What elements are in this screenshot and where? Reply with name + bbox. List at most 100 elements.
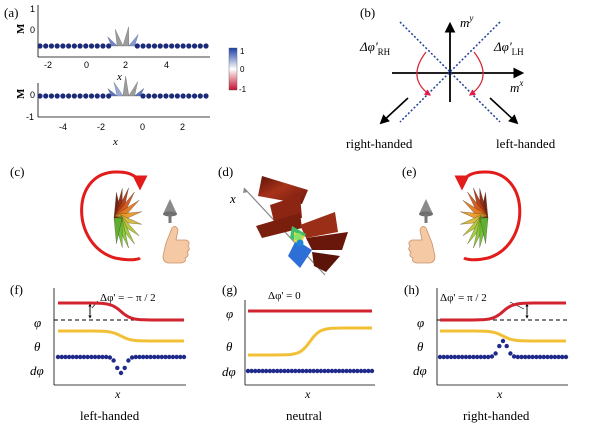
panel-e-loop <box>463 170 522 262</box>
panel-g-label: (g) <box>222 282 237 297</box>
panel-f-ylabel-theta: θ <box>34 339 41 354</box>
dphi-point <box>63 354 68 360</box>
dphi-point <box>552 354 558 360</box>
panel-e-thumbs-up-icon <box>408 226 436 264</box>
dphi-point <box>181 354 187 360</box>
spin-dot <box>151 43 158 49</box>
spin-dot <box>180 93 186 99</box>
dphi-point <box>264 368 269 374</box>
dphi-point <box>296 368 302 374</box>
spin-dot <box>157 43 163 49</box>
spin-dot <box>163 43 169 49</box>
left-handed-label: left-handed <box>496 136 556 151</box>
panel-e-label: (e) <box>402 164 416 179</box>
spin-arrow <box>128 34 139 47</box>
spin-dot <box>146 93 152 99</box>
dphi-point <box>141 354 146 360</box>
spin-dot <box>60 93 66 99</box>
dphi-point <box>111 358 116 363</box>
dphi-point <box>358 368 364 374</box>
arrow-to-left-handed <box>489 97 519 125</box>
panel-a-bottom-xtick-4: 2 <box>180 122 185 132</box>
panel-a-top-plot: M 1 0 -2 0 2 4 x <box>15 4 210 83</box>
spin-dot <box>203 93 209 99</box>
spin-dot <box>43 93 49 99</box>
dphi-point <box>118 370 124 376</box>
dphi-point <box>271 368 276 374</box>
dphi-point <box>253 368 258 374</box>
panel-f-annotation: Δφ' = − π / 2 <box>100 292 156 304</box>
spin-dot <box>37 93 43 99</box>
dphi-point <box>174 354 179 360</box>
dphi-point <box>304 368 309 374</box>
panel-g-ylabel-theta: θ <box>226 339 233 354</box>
panel-g-xlabel: x <box>304 387 311 401</box>
panel-c-cone-icon <box>163 199 177 223</box>
dphi-point <box>300 368 305 374</box>
spin-dot <box>174 43 180 49</box>
spin-dot <box>180 43 186 49</box>
dphi-point <box>326 368 331 374</box>
dphi-point <box>329 368 335 374</box>
dphi-point <box>311 368 316 374</box>
dphi-point <box>267 368 273 374</box>
panel-h-xlabel: x <box>496 387 503 401</box>
spin-dot <box>60 43 66 49</box>
dphi-point <box>260 368 265 374</box>
colorbar-tick-mid: 0 <box>240 65 245 74</box>
panel-a-top-xtick-2: 0 <box>84 60 89 70</box>
panel-a-top-spins <box>37 26 209 49</box>
spin-dot <box>100 43 106 49</box>
panel-g-ylabel-phi: φ <box>226 306 233 321</box>
dphi-point <box>55 354 61 360</box>
dphi-point <box>100 354 105 360</box>
spin-dot <box>77 43 83 49</box>
dphi-point <box>511 354 517 359</box>
panel-f-caption: left-handed <box>80 408 140 423</box>
dphi-point <box>560 354 565 360</box>
panel-a-top-xtick-1: -2 <box>44 60 52 70</box>
spin-dot <box>169 43 175 49</box>
spin-dot <box>191 93 198 99</box>
dphi-point <box>144 354 150 360</box>
spin-arrow <box>133 88 145 97</box>
panel-g-ylabel-dphi: dφ <box>222 364 236 379</box>
colorbar-tick-bottom: -1 <box>239 85 247 94</box>
spin-dot <box>134 43 140 49</box>
dphi-point <box>278 368 283 374</box>
dphi-point <box>122 365 127 371</box>
panel-h: (h) Δφ' = π / 2 φ θ dφ x right-handed <box>404 282 569 423</box>
panel-d-label: (d) <box>218 164 233 179</box>
dphi-point <box>307 368 313 374</box>
dphi-point <box>519 354 524 360</box>
dphi-point <box>333 368 338 374</box>
panel-f-label: (f) <box>10 282 23 297</box>
panel-a-bottom-xlabel: x <box>112 136 118 148</box>
panel-a-bottom-ytick-neg1: -1 <box>26 112 34 122</box>
dphi-point <box>315 368 320 374</box>
dphi-point <box>133 354 138 360</box>
spin-dot <box>66 93 72 99</box>
delta-phi-rh-label: Δφ'RH <box>359 39 391 57</box>
spin-arrow <box>107 36 118 47</box>
spin-cone <box>113 217 123 244</box>
panel-h-annotation: Δφ' = π / 2 <box>440 292 487 304</box>
arrow-to-right-handed <box>379 97 409 125</box>
spin-dot <box>106 43 112 49</box>
dphi-point <box>366 368 371 374</box>
dphi-point <box>170 354 176 360</box>
panel-c-loop-arrow <box>117 170 148 191</box>
dphi-point <box>289 368 294 374</box>
spin-dot <box>66 43 72 49</box>
spin-dot <box>146 43 152 49</box>
spin-dot <box>94 93 100 99</box>
spin-dot <box>83 93 89 99</box>
dphi-point <box>275 368 280 374</box>
dphi-point <box>456 354 461 360</box>
dphi-point <box>545 354 550 360</box>
dphi-point <box>486 354 491 360</box>
panel-a-bottom-xtick-3: 0 <box>140 122 145 132</box>
dphi-point <box>104 354 109 360</box>
panel-c-label: (c) <box>10 164 24 179</box>
